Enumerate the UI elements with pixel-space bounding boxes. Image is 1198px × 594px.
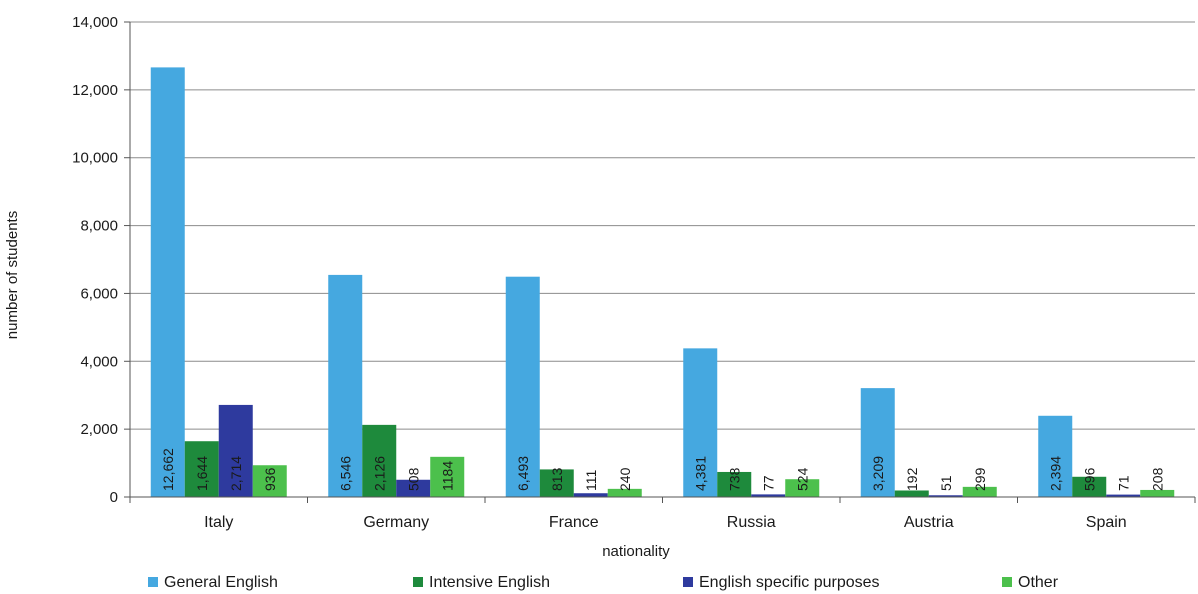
legend-swatch <box>1002 577 1012 587</box>
data-label: 2,126 <box>371 456 387 491</box>
x-category-label: Germany <box>363 514 429 531</box>
data-labels: 12,662 6,546 6,493 4,381 3,209 2,394 1,644 2,12… <box>160 448 1166 491</box>
bar <box>860 388 895 497</box>
legend-swatch <box>413 577 423 587</box>
bar <box>573 493 608 497</box>
bar <box>1140 489 1175 497</box>
data-label: 12,662 <box>160 448 176 491</box>
data-label: 51 <box>938 475 954 491</box>
data-label: 1,644 <box>194 456 210 491</box>
data-label: 1184 <box>439 461 455 491</box>
legend-label: Intensive English <box>429 574 550 591</box>
data-label: 596 <box>1081 467 1097 491</box>
x-category-label: Spain <box>1086 514 1127 531</box>
bar <box>785 479 820 497</box>
legend-swatch <box>148 577 158 587</box>
bar <box>184 441 219 497</box>
x-category-label: Russia <box>727 514 776 531</box>
y-tick-label: 12,000 <box>72 82 118 99</box>
legend-swatch <box>683 577 693 587</box>
y-tick-label: 2,000 <box>80 421 118 438</box>
y-tick-label: 6,000 <box>80 285 118 302</box>
data-label: 738 <box>726 467 742 491</box>
legend: General English Intensive English English … <box>148 574 1059 591</box>
bar <box>218 404 253 497</box>
legend-label: General English <box>164 574 278 591</box>
data-label: 4,381 <box>692 456 708 491</box>
x-axis-label: nationality <box>602 543 670 560</box>
data-label: 6,493 <box>515 456 531 491</box>
data-label: 813 <box>549 467 565 491</box>
bar <box>962 486 997 497</box>
x-category-label: Italy <box>204 514 233 531</box>
bar <box>717 471 752 497</box>
data-label: 208 <box>1149 467 1165 491</box>
gridlines <box>130 21 1195 430</box>
data-label: 6,546 <box>337 456 353 491</box>
axes <box>124 21 1196 503</box>
bar <box>328 274 363 497</box>
bar <box>928 495 963 497</box>
bar <box>751 494 786 497</box>
y-tick-label: 14,000 <box>72 14 118 31</box>
data-label: 936 <box>262 467 278 491</box>
bar <box>362 424 397 497</box>
x-category-label: France <box>549 514 599 531</box>
y-tick-label: 10,000 <box>72 150 118 167</box>
data-label: 111 <box>583 470 599 491</box>
bar <box>539 469 574 497</box>
bar <box>505 276 540 497</box>
bar <box>1038 415 1073 497</box>
data-label: 77 <box>760 475 776 491</box>
bar <box>396 479 431 497</box>
bar <box>607 488 642 497</box>
data-label: 2,714 <box>228 456 244 491</box>
bar <box>430 456 465 497</box>
legend-label: Other <box>1018 574 1059 591</box>
data-label: 299 <box>972 467 988 491</box>
y-tick-labels: 0 2,000 4,000 6,000 8,000 10,000 12,000 14,000 <box>72 14 118 506</box>
data-label: 240 <box>617 467 633 491</box>
y-tick-label: 4,000 <box>80 353 118 370</box>
x-category-labels: Italy Germany France Russia Austria Spain <box>204 514 1127 531</box>
bar <box>894 490 929 497</box>
data-label: 2,394 <box>1047 456 1063 491</box>
data-label: 3,209 <box>870 456 886 491</box>
x-category-label: Austria <box>904 514 954 531</box>
bar <box>683 348 718 497</box>
data-label: 71 <box>1115 475 1131 491</box>
bar <box>252 465 287 497</box>
data-label: 508 <box>405 467 421 491</box>
bar <box>150 67 185 498</box>
bars <box>150 67 1175 498</box>
data-label: 192 <box>904 467 920 491</box>
y-axis-label: number of students <box>4 211 21 339</box>
legend-label: English specific purposes <box>699 574 880 591</box>
y-tick-label: 8,000 <box>80 218 118 235</box>
data-label: 524 <box>794 467 810 491</box>
y-tick-label: 0 <box>110 489 118 506</box>
bar <box>1106 494 1141 497</box>
bar <box>1072 476 1107 497</box>
